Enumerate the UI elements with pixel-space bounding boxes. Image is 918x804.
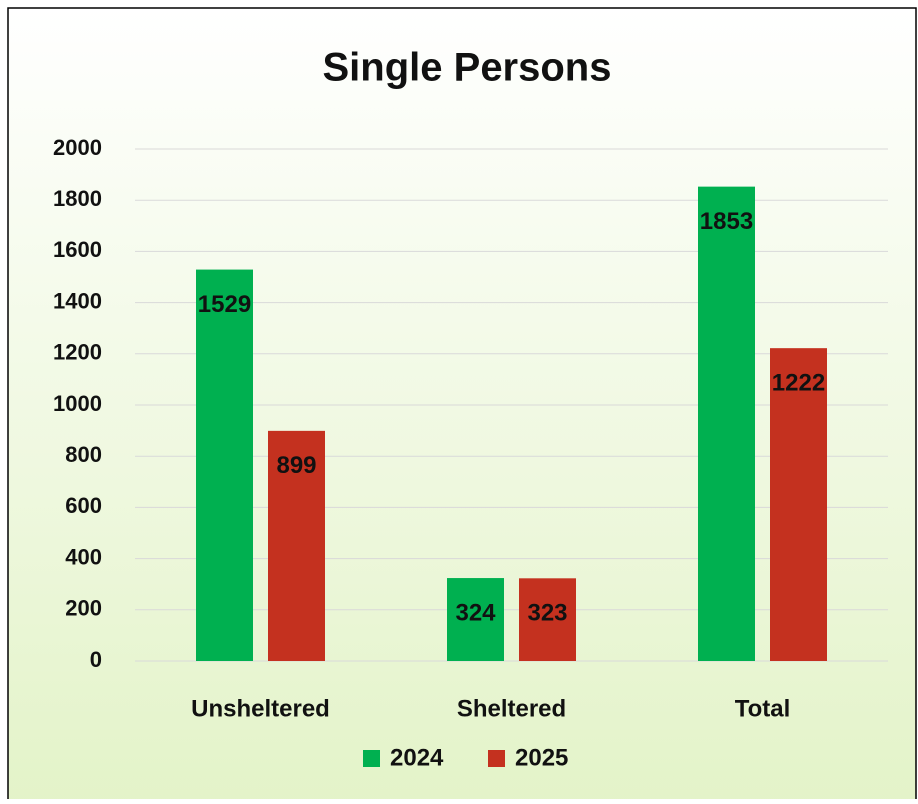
bar (770, 348, 827, 661)
y-tick-label: 1200 (53, 340, 102, 365)
bar (196, 269, 253, 661)
y-tick-label: 800 (65, 442, 102, 467)
y-tick-label: 1600 (53, 237, 102, 262)
bar (698, 186, 755, 661)
x-tick-label: Unsheltered (191, 695, 330, 722)
y-tick-label: 600 (65, 493, 102, 518)
legend-swatch (363, 750, 380, 767)
x-tick-label: Sheltered (457, 695, 566, 722)
y-tick-label: 200 (65, 596, 102, 621)
y-tick-label: 1800 (53, 186, 102, 211)
legend-label: 2025 (515, 744, 568, 771)
y-tick-label: 400 (65, 544, 102, 569)
bar (519, 578, 576, 661)
x-tick-label: Total (735, 695, 791, 722)
data-label: 1529 (198, 291, 251, 318)
y-tick-label: 1000 (53, 391, 102, 416)
chart-background (7, 7, 917, 804)
y-tick-label: 2000 (53, 135, 102, 160)
bar (447, 578, 504, 661)
data-label: 1222 (772, 370, 825, 397)
y-tick-label: 0 (90, 647, 102, 672)
legend-swatch (488, 750, 505, 767)
legend-label: 2024 (390, 744, 444, 771)
data-label: 899 (276, 452, 316, 479)
data-label: 324 (455, 599, 496, 626)
y-tick-label: 1400 (53, 288, 102, 313)
data-label: 323 (527, 600, 567, 627)
chart-title: Single Persons (323, 46, 612, 90)
bar (268, 430, 325, 661)
data-label: 1853 (700, 208, 753, 235)
